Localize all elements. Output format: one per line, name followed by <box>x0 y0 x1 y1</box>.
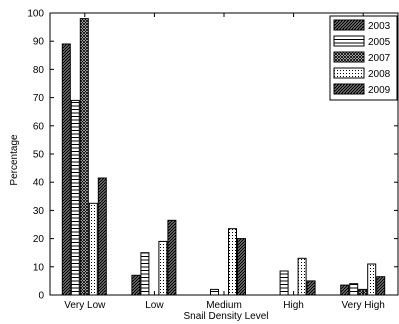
y-tick-label: 40 <box>33 178 45 189</box>
y-axis-label: Percentage <box>9 134 20 186</box>
bar-2005-low <box>140 252 150 296</box>
legend-label-2009: 2009 <box>368 85 391 96</box>
y-tick-label: 30 <box>33 206 45 217</box>
bar-2005-very-low <box>70 99 80 296</box>
legend-label-2005: 2005 <box>368 37 391 48</box>
bar-2003-very-low <box>61 43 71 296</box>
bar-2009-very-high <box>376 276 386 296</box>
legend-swatch-2005 <box>333 35 365 47</box>
bar-2008-low <box>158 240 168 296</box>
bar-2008-medium <box>228 228 237 296</box>
x-tick-label: High <box>283 300 304 311</box>
y-tick-label: 60 <box>33 121 45 132</box>
bar-2009-very-low <box>97 177 107 296</box>
bar-2009-low <box>167 219 177 296</box>
x-axis-label: Snail Density Level <box>183 311 268 322</box>
x-tick-label: Low <box>145 300 164 311</box>
legend-label-2003: 2003 <box>368 21 391 32</box>
y-tick-label: 10 <box>33 262 45 273</box>
plot-area: 0 10 20 30 40 50 60 70 80 90 100 Very Low Low Medium H… <box>27 9 399 311</box>
legend-swatch-2007 <box>333 51 365 63</box>
y-tick-label: 50 <box>33 150 45 161</box>
x-tick-label: Very Low <box>64 300 106 311</box>
x-tick-label: Medium <box>206 300 242 311</box>
bar-2009-high <box>306 280 316 296</box>
legend-swatch-2008 <box>333 67 365 79</box>
x-tick-label: Very High <box>342 300 385 311</box>
bar-2007-very-low <box>79 18 89 296</box>
bar-2005-high <box>279 270 289 296</box>
y-tick-label: 70 <box>33 93 45 104</box>
bar-2008-very-low <box>88 202 98 296</box>
legend-label-2008: 2008 <box>368 69 391 80</box>
y-tick-label: 90 <box>33 37 45 48</box>
legend-label-2007: 2007 <box>368 53 391 64</box>
y-tick-label: 100 <box>27 9 44 20</box>
bar-2009-medium <box>237 238 246 296</box>
y-tick-label: 80 <box>33 65 45 76</box>
y-tick-label: 0 <box>38 291 44 302</box>
bar-2005-very-high <box>349 283 359 296</box>
legend-swatch-2009 <box>333 83 365 95</box>
bar-2003-very-high <box>340 284 350 296</box>
bar-2003-low <box>131 274 141 296</box>
bar-2008-high <box>297 257 307 296</box>
bar-2008-very-high <box>367 263 377 296</box>
y-tick-label: 20 <box>33 234 45 245</box>
legend-swatch-2003 <box>333 19 365 31</box>
bar-2005-medium <box>210 288 219 296</box>
